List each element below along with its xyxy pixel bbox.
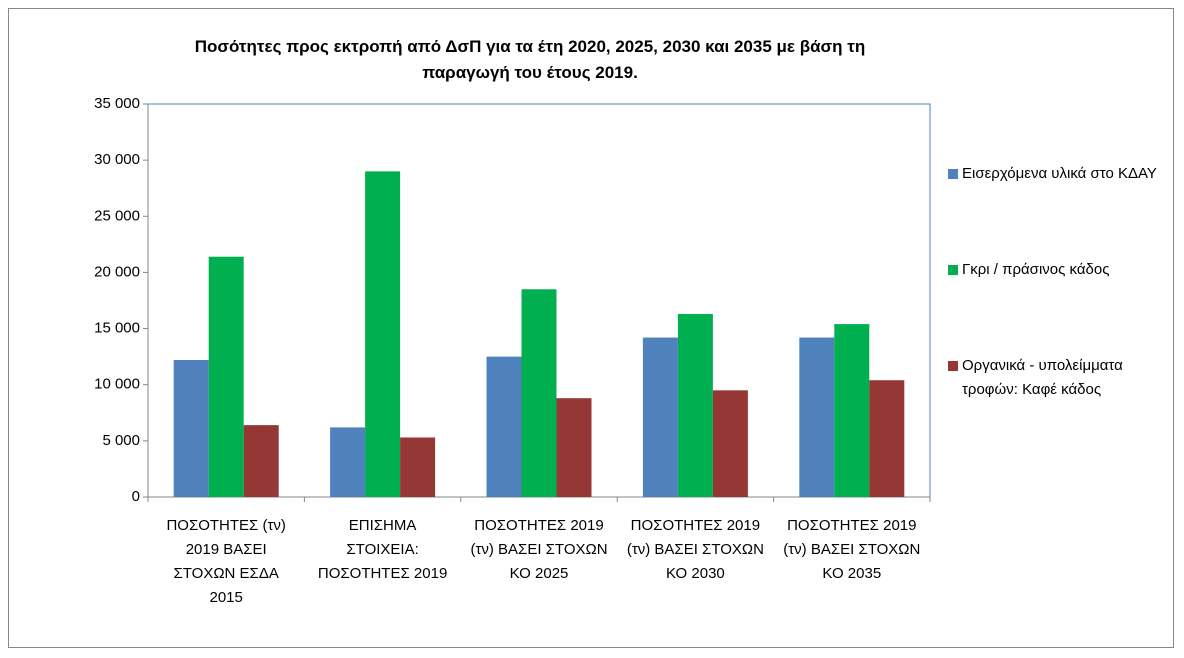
x-tick-label: ΠΟΣΟΤΗΤΕΣ 2019 (τν) ΒΑΣΕΙ ΣΤΟΧΩΝ ΚΟ 2035 [783, 517, 921, 582]
y-tick-label: 20 000 [94, 263, 140, 280]
bar [642, 337, 678, 497]
legend-label: Γκρι / πράσινος κάδος [962, 261, 1110, 278]
bar [486, 356, 522, 497]
bar [556, 398, 592, 497]
y-tick-label: 10 000 [94, 376, 140, 393]
bar [712, 390, 748, 497]
legend-swatch [948, 361, 958, 371]
legend-swatch [948, 265, 958, 275]
bar [365, 171, 401, 497]
bar [330, 427, 366, 497]
chart-title: Ποσότητες προς εκτροπή από ΔσΠ για τα έτ… [194, 37, 866, 82]
x-tick-label: ΠΟΣΟΤΗΤΕΣ 2019 (τν) ΒΑΣΕΙ ΣΤΟΧΩΝ ΚΟ 2030 [626, 517, 764, 582]
y-tick-label: 30 000 [94, 151, 140, 168]
x-tick-label: ΠΟΣΟΤΗΤΕΣ 2019 (τν) ΒΑΣΕΙ ΣΤΟΧΩΝ ΚΟ 2025 [470, 517, 608, 582]
bar [400, 437, 436, 497]
bar [208, 256, 244, 497]
legend-swatch [948, 169, 958, 179]
bar [243, 425, 279, 497]
legend-label: Εισερχόμενα υλικά στο ΚΔΑΥ [962, 165, 1157, 182]
bar [869, 380, 905, 497]
y-tick-label: 5 000 [102, 432, 140, 449]
x-tick-label: ΠΟΣΟΤΗΤΕΣ (τν) 2019 ΒΑΣΕΙ ΣΤΟΧΩΝ ΕΣΔΑ 20… [166, 517, 286, 606]
y-tick-label: 35 000 [94, 95, 140, 112]
bar [521, 289, 557, 497]
bar [799, 337, 835, 497]
y-tick-label: 25 000 [94, 207, 140, 224]
legend-label: Οργανικά - υπολείμματα τροφών: Καφέ κάδο… [962, 357, 1123, 398]
y-tick-label: 0 [132, 488, 140, 505]
x-tick-label: ΕΠΙΣΗΜΑ ΣΤΟΙΧΕΙΑ: ΠΟΣΟΤΗΤΕΣ 2019 [317, 517, 448, 582]
bar [834, 324, 870, 497]
bar [677, 313, 713, 497]
chart-border [8, 8, 1174, 648]
y-tick-label: 15 000 [94, 320, 140, 337]
bar [173, 360, 209, 497]
